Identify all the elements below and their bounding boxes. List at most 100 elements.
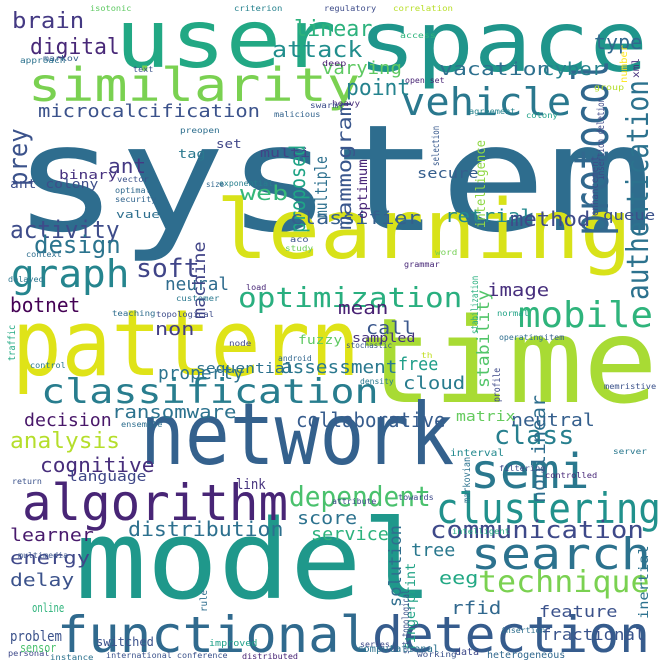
word-optimal: optimal	[115, 186, 151, 195]
word-search: search	[471, 529, 651, 580]
word-digital: digital	[30, 35, 120, 60]
word-ransomware: ransomware	[112, 402, 237, 423]
word-tree: tree	[411, 540, 456, 561]
word-system: system	[12, 93, 654, 265]
word-vehicle: vehicle	[401, 80, 572, 124]
word-ensemble: ensemble	[121, 420, 163, 429]
word-optimum: optimum	[356, 159, 371, 219]
word-authentication: authentication	[621, 79, 656, 300]
word-ant: ant	[108, 154, 147, 178]
word-study: study	[285, 244, 314, 253]
word-inertial: inertial	[637, 545, 652, 619]
word-data: data	[455, 647, 480, 658]
word-eeg: eeg	[439, 568, 479, 589]
word-neural: neural	[165, 274, 230, 295]
word-activity: activity	[10, 216, 120, 244]
word-multimedia: multimedia	[18, 551, 69, 560]
word-analysis: analysis	[10, 429, 120, 454]
word-multiple: multiple	[312, 156, 332, 218]
word-space: space	[358, 0, 648, 91]
word-stochastic: stochastic	[346, 341, 393, 350]
word-learner: learner	[10, 525, 94, 546]
word-method: method	[510, 207, 591, 231]
word-retrial: retrial	[445, 206, 533, 227]
word-distribution: distribution	[128, 517, 284, 541]
word-mean: mean	[338, 298, 389, 319]
word-node: node	[229, 339, 252, 348]
word-approach: approach	[20, 56, 66, 65]
word-design: design	[34, 231, 121, 259]
word-item: item	[544, 333, 565, 342]
word-score: score	[297, 508, 358, 529]
word-intelligence: intelligence	[474, 140, 489, 228]
word-switched: switched	[96, 635, 154, 649]
word-type: type	[594, 30, 643, 54]
word-access: access	[400, 31, 436, 40]
word-aco: aco	[290, 235, 309, 244]
word-varying: varying	[322, 58, 402, 79]
word-agreement: agreement	[469, 107, 516, 116]
word-vacation: vacation	[439, 59, 551, 80]
word-personal: personal	[8, 649, 50, 658]
word-android: android	[278, 354, 312, 363]
word-semi: semi	[470, 444, 590, 500]
word-feature: feature	[539, 602, 618, 621]
word-energy: energy	[10, 548, 91, 569]
word-pattern: pattern	[12, 290, 360, 397]
word-criterion: criterion	[234, 4, 283, 13]
word-customer: customer	[176, 294, 220, 303]
word-model: model	[75, 496, 434, 624]
word-algorithm: algorithm	[22, 474, 289, 532]
word-technique: technique	[478, 565, 650, 600]
word-optimization: optimization	[238, 281, 463, 314]
word-soft: soft	[136, 254, 200, 284]
word-assessment: assessment	[281, 357, 398, 378]
word-detection: detection	[372, 606, 650, 664]
word-binary: binary	[59, 168, 118, 182]
word-filtering: filtering	[499, 464, 546, 473]
word-open-set: open set	[405, 76, 445, 85]
word-heterogeneous: heterogeneous	[487, 650, 566, 661]
word-towards: towards	[398, 493, 434, 502]
word-controlled: controlled	[545, 471, 598, 480]
word-non: non	[155, 319, 195, 340]
word-attack: attack	[272, 38, 363, 63]
word-call: call	[366, 318, 415, 339]
word-microcalcification: microcalcification	[38, 101, 260, 122]
word-computational: computational	[357, 644, 440, 655]
word-memristive: memristive	[604, 382, 657, 391]
word-dependent: dependent	[289, 480, 431, 513]
word-user: user	[115, 0, 337, 86]
word-cognitive: cognitive	[40, 453, 155, 477]
word-clustering: clustering	[436, 484, 661, 533]
word-security: security	[115, 195, 157, 204]
word-link: link	[236, 477, 266, 493]
word-classification: classification	[41, 372, 379, 412]
word-decision: decision	[24, 410, 112, 431]
word-mobile: mobile	[518, 295, 653, 336]
word-intelligent: intelligent	[452, 527, 510, 536]
word-th: th	[421, 351, 433, 360]
word-international-conference: international conference	[106, 651, 228, 660]
word-web: web	[240, 181, 289, 205]
word-density: density	[360, 377, 394, 386]
word-markovian: markovian	[462, 456, 473, 503]
word-markov: markov	[43, 54, 79, 63]
word-teaching: teaching	[112, 309, 156, 318]
word-malicious: malicious	[274, 110, 321, 119]
word-sampled: sampled	[352, 331, 416, 345]
word-set: set	[216, 137, 242, 151]
word-correlation: correlation	[393, 4, 453, 13]
word-series: series	[360, 640, 390, 649]
word-machine: machine	[190, 241, 210, 319]
word-botnet: botnet	[10, 293, 81, 317]
word-class: class	[494, 421, 575, 451]
word-linear: linear	[294, 17, 373, 42]
word-fuzzy: fuzzy	[298, 333, 343, 347]
word-multi: multi	[260, 146, 311, 160]
word-property: property	[158, 363, 244, 384]
word-return: return	[12, 477, 42, 486]
word-instance: instance	[50, 653, 94, 662]
word-collaborative: collaborative	[296, 408, 446, 432]
word-matrix: matrix	[456, 409, 516, 425]
